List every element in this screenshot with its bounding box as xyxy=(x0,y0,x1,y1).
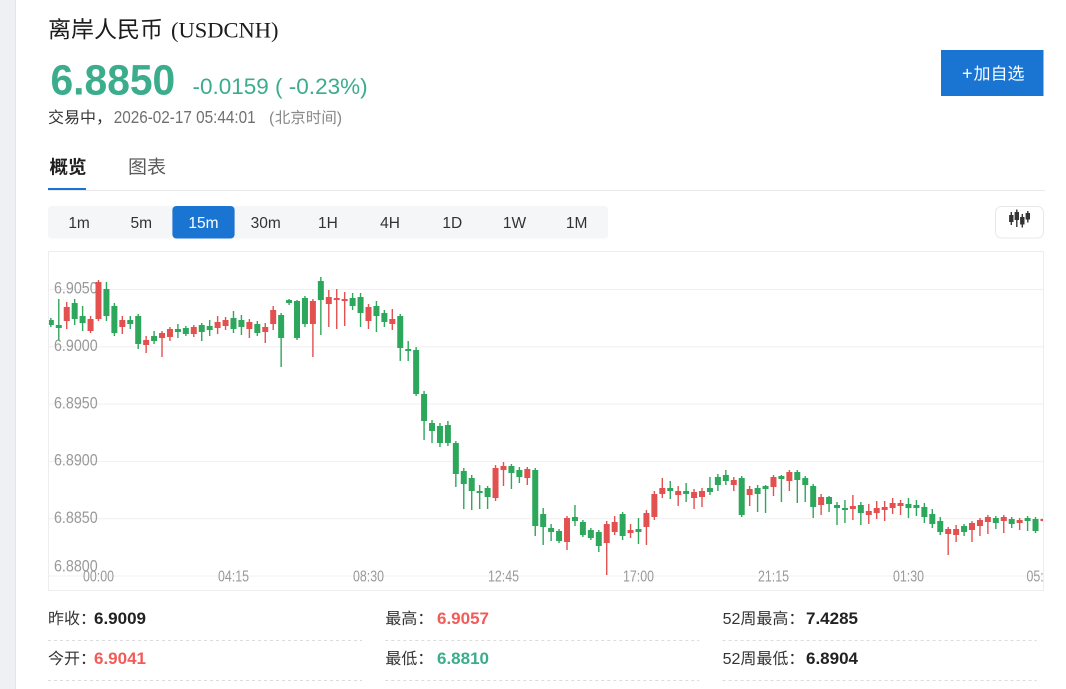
svg-text:6.8800: 6.8800 xyxy=(54,557,98,575)
svg-text:6.8850: 6.8850 xyxy=(51,56,176,104)
svg-text:5m: 5m xyxy=(131,215,153,232)
svg-text:(: ( xyxy=(269,110,275,127)
svg-text:6.8904: 6.8904 xyxy=(806,649,859,668)
svg-text:6.9000: 6.9000 xyxy=(54,337,98,355)
svg-text:00:00: 00:00 xyxy=(83,567,114,585)
svg-text:6.9057: 6.9057 xyxy=(437,609,489,628)
svg-text:01:30: 01:30 xyxy=(893,567,924,585)
svg-text:6.8900: 6.8900 xyxy=(54,452,98,470)
svg-text:6.8810: 6.8810 xyxy=(437,649,489,668)
svg-text:1W: 1W xyxy=(503,215,527,232)
svg-text:15m: 15m xyxy=(188,215,218,232)
svg-text:+: + xyxy=(962,64,973,84)
svg-text:2026-02-17 05:44:01: 2026-02-17 05:44:01 xyxy=(114,107,256,127)
svg-text:(USDCNH): (USDCNH) xyxy=(171,18,279,43)
svg-text:08:30: 08:30 xyxy=(353,567,384,585)
svg-text:-0.0159 ( -0.23%): -0.0159 ( -0.23%) xyxy=(193,74,368,99)
svg-text:1H: 1H xyxy=(318,215,338,232)
svg-text:1D: 1D xyxy=(442,215,462,232)
svg-text:12:45: 12:45 xyxy=(488,567,519,585)
svg-text:6.8950: 6.8950 xyxy=(54,394,98,412)
svg-text:04:15: 04:15 xyxy=(218,567,249,585)
svg-text:4H: 4H xyxy=(380,215,400,232)
svg-text:1m: 1m xyxy=(68,215,90,232)
svg-text:30m: 30m xyxy=(251,215,281,232)
svg-text:6.8850: 6.8850 xyxy=(54,509,98,527)
svg-text:21:15: 21:15 xyxy=(758,567,789,585)
svg-text:6.9050: 6.9050 xyxy=(54,280,98,298)
svg-text:6.9009: 6.9009 xyxy=(94,609,146,628)
svg-text:05:45: 05:45 xyxy=(1026,567,1057,585)
svg-text:17:00: 17:00 xyxy=(623,567,654,585)
svg-text:52: 52 xyxy=(723,651,741,668)
svg-text:): ) xyxy=(337,110,342,127)
svg-text:52: 52 xyxy=(723,611,741,628)
svg-text:1M: 1M xyxy=(566,215,588,232)
svg-text:6.9041: 6.9041 xyxy=(94,649,146,668)
svg-text:7.4285: 7.4285 xyxy=(806,609,858,628)
